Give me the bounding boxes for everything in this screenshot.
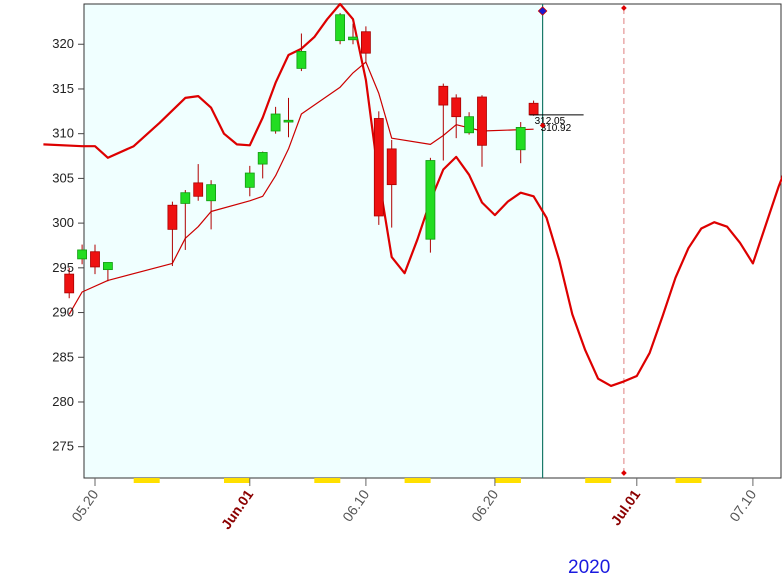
projection-marker-top [621, 5, 627, 11]
weekend-marker [494, 478, 521, 483]
candle-body [451, 97, 462, 118]
envelope-line [43, 2, 782, 387]
candle-body [515, 127, 526, 151]
candle-body [348, 36, 358, 41]
candle-body [206, 184, 217, 202]
weekend-marker [314, 478, 341, 483]
weekend-marker [133, 478, 160, 483]
x-tick-label: 07.10 [726, 486, 759, 524]
y-tick-label: 320 [52, 36, 74, 51]
candle-body [257, 152, 268, 165]
candle-body [283, 119, 294, 123]
x-tick-label: 06.20 [468, 486, 501, 524]
candle-body [77, 249, 87, 260]
history-region [84, 4, 543, 478]
weekend-marker [585, 478, 612, 483]
candle-body [103, 262, 113, 271]
x-tick-label: 06.10 [339, 486, 372, 524]
candle-body [270, 113, 281, 132]
price-label-close: 312.05 [535, 116, 566, 127]
candle-body [360, 31, 371, 54]
y-tick-label: 315 [52, 81, 74, 96]
y-tick-label: 280 [52, 394, 74, 409]
moving-average-line [68, 61, 534, 315]
projection-marker-bottom [621, 470, 627, 476]
weekend-marker [404, 478, 431, 483]
candle-body [438, 85, 449, 106]
y-tick-label: 285 [52, 349, 74, 364]
weekend-marker [675, 478, 702, 483]
candle-body [167, 204, 178, 230]
candle-body [335, 14, 346, 42]
candle-body [464, 116, 475, 134]
y-tick-label: 310 [52, 126, 74, 141]
candle-body [373, 118, 384, 217]
y-tick-label: 275 [52, 439, 74, 454]
candle-body [425, 160, 436, 240]
divider-marker [537, 6, 548, 16]
candle-body [180, 192, 191, 204]
ma-end-marker [539, 122, 546, 129]
candle-body [193, 182, 204, 197]
y-tick-label: 290 [52, 305, 74, 320]
candle-body [244, 172, 255, 188]
candle-body [90, 251, 100, 268]
price-label-ma: 310.92 [541, 123, 572, 134]
candle-body [528, 102, 539, 116]
candle-body [296, 51, 307, 69]
y-tick-label: 305 [52, 170, 74, 185]
year-label: 2020 [568, 557, 611, 578]
x-tick-label: Jul.01 [607, 486, 643, 528]
candle-body [386, 148, 397, 186]
plot-frame [83, 3, 782, 479]
weekend-marker [224, 478, 250, 483]
y-tick-label: 300 [52, 215, 74, 230]
x-tick-label: Jun.01 [218, 486, 257, 532]
x-tick-label: 05.20 [68, 486, 101, 524]
y-tick-label: 295 [52, 260, 74, 275]
candle-body [477, 96, 487, 146]
candle-body [64, 273, 75, 294]
